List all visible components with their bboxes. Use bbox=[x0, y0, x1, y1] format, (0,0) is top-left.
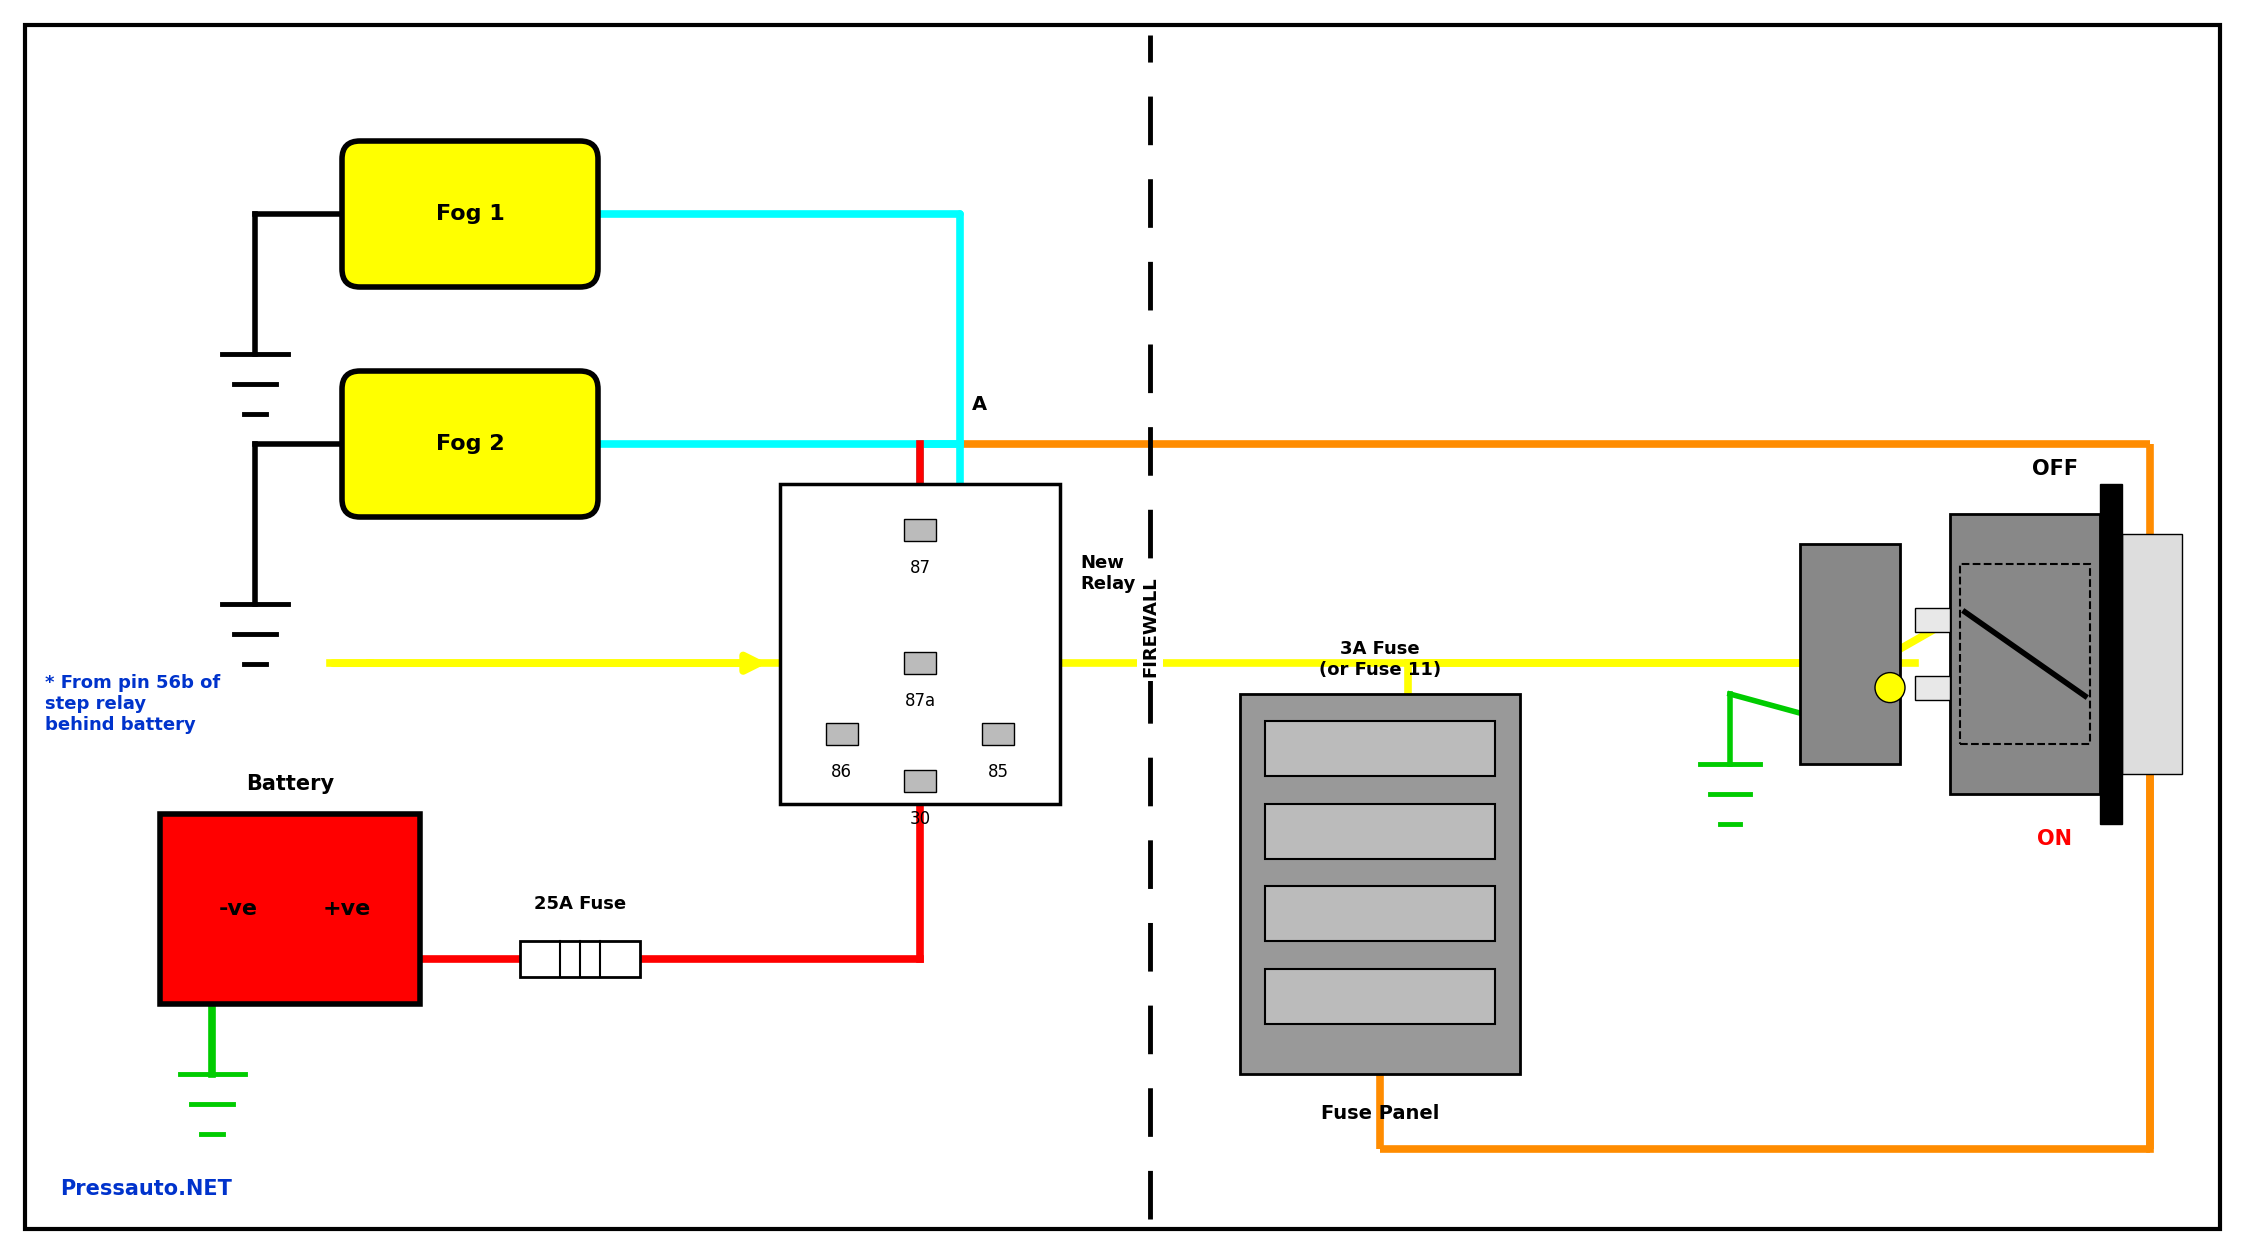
Bar bbox=[1264, 721, 1495, 776]
Text: FIREWALL: FIREWALL bbox=[1140, 577, 1158, 677]
Bar bbox=[159, 814, 420, 1004]
Text: 30: 30 bbox=[909, 810, 932, 828]
Text: Pressauto.NET: Pressauto.NET bbox=[61, 1179, 231, 1199]
Text: Battery: Battery bbox=[247, 774, 335, 794]
Text: 85: 85 bbox=[988, 762, 1008, 780]
Text: OFF: OFF bbox=[2032, 459, 2079, 479]
Bar bbox=[1264, 968, 1495, 1023]
Bar bbox=[2122, 534, 2182, 774]
Bar bbox=[826, 722, 858, 745]
Bar bbox=[1800, 544, 1899, 764]
Bar bbox=[1915, 608, 1951, 632]
Bar bbox=[1264, 887, 1495, 940]
Bar bbox=[905, 652, 936, 675]
Bar bbox=[1239, 693, 1520, 1073]
Bar bbox=[1960, 564, 2090, 744]
Text: Fog 2: Fog 2 bbox=[436, 434, 505, 454]
Text: 25A Fuse: 25A Fuse bbox=[534, 895, 626, 913]
Bar bbox=[2099, 484, 2122, 824]
FancyBboxPatch shape bbox=[341, 371, 597, 517]
Text: 3A Fuse
(or Fuse 11): 3A Fuse (or Fuse 11) bbox=[1320, 641, 1441, 678]
Text: +ve: +ve bbox=[323, 899, 370, 919]
Bar bbox=[983, 722, 1015, 745]
Text: A: A bbox=[972, 395, 988, 414]
Text: 87a: 87a bbox=[905, 692, 936, 710]
Bar bbox=[1264, 804, 1495, 859]
Bar bbox=[905, 519, 936, 540]
Text: 86: 86 bbox=[831, 762, 853, 780]
Text: New
Relay: New Relay bbox=[1080, 554, 1136, 593]
Bar bbox=[521, 940, 640, 977]
Text: -ve: -ve bbox=[218, 899, 258, 919]
Bar bbox=[1915, 676, 1951, 700]
Bar bbox=[905, 770, 936, 793]
Text: Fog 1: Fog 1 bbox=[436, 204, 505, 224]
Text: ON: ON bbox=[2038, 829, 2072, 849]
Bar bbox=[1951, 514, 2099, 794]
Text: * From pin 56b of
step relay
behind battery: * From pin 56b of step relay behind batt… bbox=[45, 673, 220, 734]
FancyBboxPatch shape bbox=[341, 140, 597, 287]
Bar bbox=[779, 484, 1060, 804]
Circle shape bbox=[1875, 672, 1906, 702]
Text: Fuse Panel: Fuse Panel bbox=[1320, 1104, 1439, 1124]
Text: 87: 87 bbox=[909, 559, 929, 577]
